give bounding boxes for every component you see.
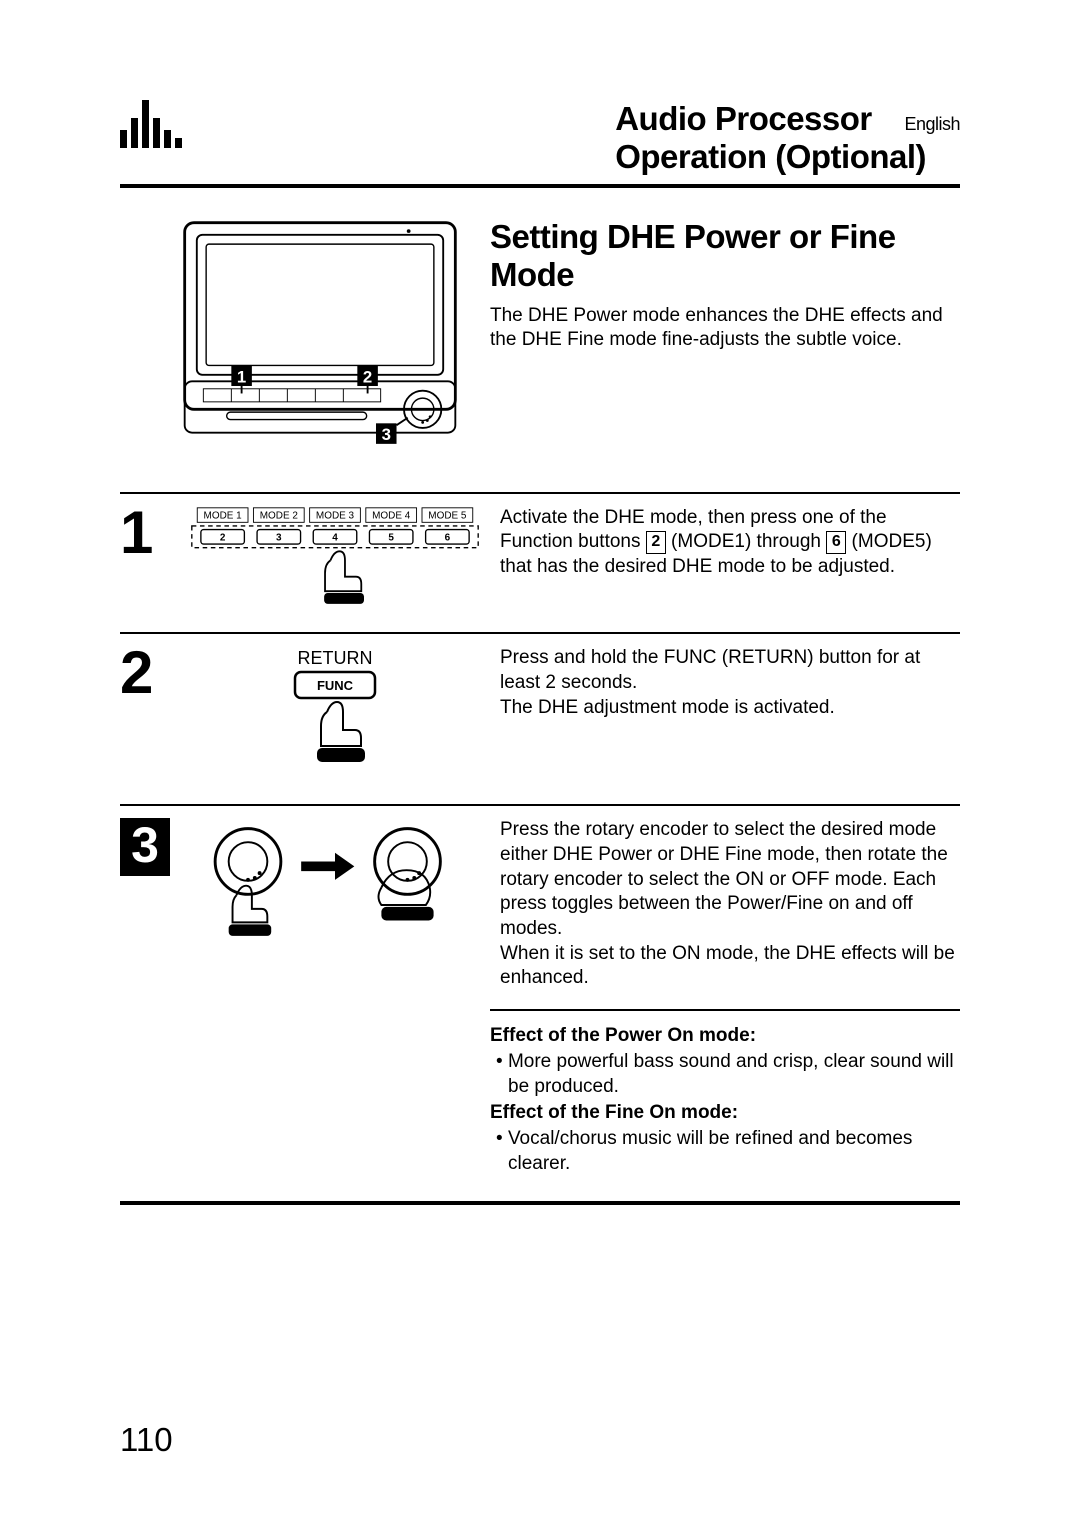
- button-ref-2: 2: [646, 531, 666, 554]
- step-2-figure: RETURN FUNC: [190, 646, 480, 786]
- step-1-number: 1: [120, 506, 170, 615]
- fine-mode-heading: Effect of the Fine On mode:: [490, 1100, 960, 1126]
- effects-block: Effect of the Power On mode: • More powe…: [490, 1009, 960, 1177]
- mode-label-4: MODE 4: [372, 510, 411, 521]
- fine-mode-bullet: • Vocal/chorus music will be refined and…: [490, 1126, 960, 1177]
- step-3-number: 3: [120, 818, 170, 876]
- header-title-line2: Operation (Optional): [615, 138, 926, 175]
- mode-label-5: MODE 5: [428, 510, 467, 521]
- bottom-rule: [120, 1201, 960, 1205]
- step-2-number: 2: [120, 646, 170, 786]
- step-3-text: Press the rotary encoder to select the d…: [500, 818, 960, 991]
- device-callout-1: 1: [237, 367, 246, 386]
- step-1-figure: MODE 1 MODE 2 MODE 3 MODE 4 MODE 5 2: [190, 506, 480, 615]
- mode-buttons-icon: MODE 1 MODE 2 MODE 3 MODE 4 MODE 5 2: [190, 506, 480, 615]
- func-return-icon: RETURN FUNC: [235, 646, 435, 786]
- mode-label-2: MODE 2: [260, 510, 299, 521]
- power-mode-heading: Effect of the Power On mode:: [490, 1023, 960, 1049]
- step-3-figure: [190, 818, 480, 991]
- head-unit-icon: 1 2 3: [180, 218, 460, 461]
- header-title-line1: Audio Processor: [615, 100, 872, 137]
- header-language: English: [904, 114, 960, 134]
- svg-text:2: 2: [220, 532, 226, 543]
- device-callout-2: 2: [363, 367, 372, 386]
- fine-mode-bullet-text: Vocal/chorus music will be refined and b…: [508, 1128, 912, 1175]
- header-title: Audio Processor English Operation (Optio…: [615, 100, 960, 176]
- mode-label-3: MODE 3: [316, 510, 355, 521]
- power-mode-bullet-text: More powerful bass sound and crisp, clea…: [508, 1051, 954, 1098]
- svg-text:5: 5: [388, 532, 394, 543]
- svg-text:4: 4: [332, 532, 338, 543]
- mode-label-1: MODE 1: [204, 510, 243, 521]
- func-label: FUNC: [317, 678, 354, 693]
- step-2-text: Press and hold the FUNC (RETURN) button …: [500, 646, 960, 786]
- step-1-text-b: (MODE1) through: [666, 531, 827, 552]
- step-1-text: Activate the DHE mode, then press one of…: [500, 506, 960, 615]
- power-mode-bullet: • More powerful bass sound and crisp, cl…: [490, 1049, 960, 1100]
- step-1: 1 MODE 1 MODE 2 MODE 3 MODE 4 MODE 5: [120, 492, 960, 615]
- device-figure: 1 2 3: [120, 218, 460, 466]
- page-number: 110: [120, 1421, 173, 1459]
- page-header: Audio Processor English Operation (Optio…: [120, 100, 960, 188]
- return-label: RETURN: [298, 648, 373, 668]
- button-ref-6: 6: [826, 531, 846, 554]
- step-3: 3 Pres: [120, 804, 960, 991]
- svg-text:6: 6: [445, 532, 451, 543]
- step-2: 2 RETURN FUNC Press and hold the FUNC (R…: [120, 632, 960, 786]
- section-title: Setting DHE Power or Fine Mode: [490, 218, 960, 294]
- rotary-encoder-icon: [190, 818, 480, 944]
- svg-text:3: 3: [276, 532, 282, 543]
- device-callout-3: 3: [382, 425, 391, 444]
- section-intro: The DHE Power mode enhances the DHE effe…: [490, 304, 960, 353]
- logo-bars-icon: [120, 100, 182, 148]
